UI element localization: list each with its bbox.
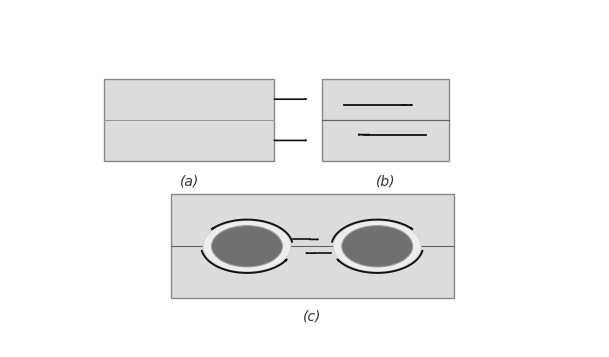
Bar (105, 79, 274, 161)
Circle shape (203, 221, 291, 272)
Circle shape (211, 226, 283, 267)
Circle shape (342, 226, 413, 267)
Text: (c): (c) (303, 310, 322, 323)
Bar (171, 194, 454, 298)
Circle shape (333, 221, 421, 272)
Bar (322, 79, 449, 161)
Text: (b): (b) (376, 175, 395, 189)
Text: (a): (a) (180, 175, 199, 189)
